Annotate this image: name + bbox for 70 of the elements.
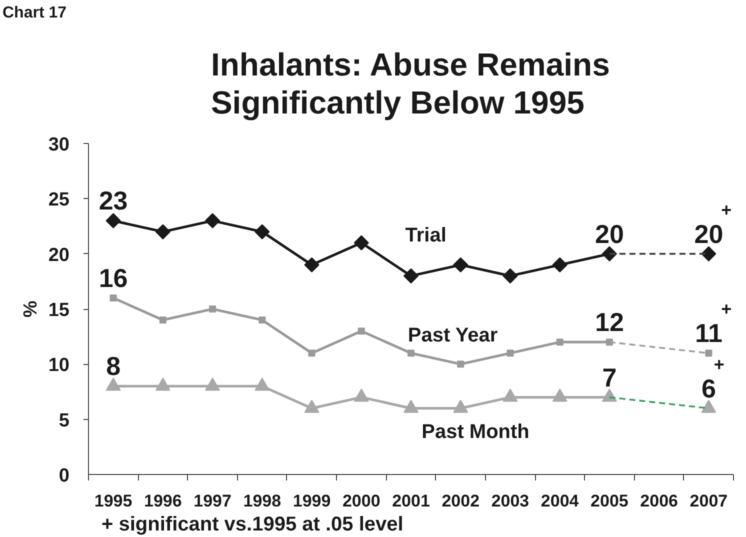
point bbox=[403, 268, 419, 284]
caption: Chart 17 bbox=[2, 4, 67, 22]
y-tick-label: 10 bbox=[48, 355, 70, 376]
data-label: 23 bbox=[98, 186, 128, 216]
point bbox=[209, 306, 216, 312]
point bbox=[506, 350, 514, 357]
point bbox=[308, 350, 316, 357]
point bbox=[155, 378, 170, 391]
x-tick-label: 2007 bbox=[690, 492, 728, 510]
point bbox=[552, 388, 568, 402]
x-tick-label: 1995 bbox=[94, 492, 132, 510]
point bbox=[358, 328, 365, 335]
point bbox=[408, 350, 414, 357]
point bbox=[502, 388, 518, 402]
point bbox=[106, 378, 121, 391]
x-tick-label: 1999 bbox=[292, 492, 331, 510]
data-label: 20+ bbox=[694, 200, 732, 249]
point bbox=[701, 246, 716, 262]
point bbox=[602, 246, 618, 262]
x-tick-label: 1998 bbox=[243, 492, 282, 510]
y-tick-label: 15 bbox=[48, 300, 70, 321]
series-label: Trial bbox=[405, 224, 446, 247]
series-label: Past Month bbox=[422, 420, 530, 443]
data-label: 7 bbox=[602, 362, 617, 392]
point bbox=[258, 316, 266, 324]
point bbox=[205, 378, 220, 391]
series-label: Past Year bbox=[408, 324, 498, 346]
text: + significant vs.1995 at .05 level bbox=[102, 514, 404, 536]
point bbox=[110, 294, 117, 302]
y-tick-label: 30 bbox=[48, 134, 70, 156]
x-tick-label: 2006 bbox=[640, 492, 678, 510]
point bbox=[354, 235, 369, 250]
point bbox=[705, 350, 712, 357]
point bbox=[404, 400, 418, 413]
point bbox=[453, 257, 468, 272]
x-tick-label: 2001 bbox=[392, 492, 430, 510]
data-label: 8 bbox=[106, 351, 121, 382]
y-axis-title: % bbox=[20, 300, 42, 318]
y-tick-label: 25 bbox=[48, 190, 70, 211]
point bbox=[556, 338, 564, 346]
x-tick-label: 1996 bbox=[144, 492, 182, 510]
data-label: 16 bbox=[98, 262, 128, 293]
y-tick-label: 5 bbox=[58, 410, 70, 432]
data-label: 6+ bbox=[701, 354, 724, 404]
point bbox=[304, 400, 320, 413]
x-tick-label: 2003 bbox=[491, 492, 530, 510]
point bbox=[204, 213, 220, 228]
data-label: 20 bbox=[595, 218, 624, 249]
point bbox=[354, 388, 369, 402]
y-tick-label: 20 bbox=[48, 244, 70, 266]
point bbox=[155, 224, 170, 240]
chart-title: Inhalants: Abuse Remains Significantly Below 1995 bbox=[210, 46, 610, 120]
point bbox=[502, 268, 518, 284]
data-label: 12 bbox=[595, 307, 624, 338]
point bbox=[254, 224, 270, 240]
data-label: 11+ bbox=[694, 299, 732, 348]
point bbox=[701, 400, 716, 413]
point bbox=[304, 257, 320, 272]
x-tick-label: 2000 bbox=[342, 492, 380, 510]
x-tick-label: 2004 bbox=[540, 492, 580, 510]
point bbox=[159, 316, 166, 324]
x-tick-label: 2002 bbox=[442, 492, 480, 510]
y-tick-label: 0 bbox=[58, 466, 70, 486]
point bbox=[254, 378, 270, 391]
x-tick-label: 1997 bbox=[194, 492, 232, 510]
point bbox=[106, 213, 121, 228]
point bbox=[552, 257, 568, 272]
point bbox=[457, 360, 464, 368]
x-tick-label: 2005 bbox=[590, 492, 628, 510]
point bbox=[453, 400, 468, 413]
